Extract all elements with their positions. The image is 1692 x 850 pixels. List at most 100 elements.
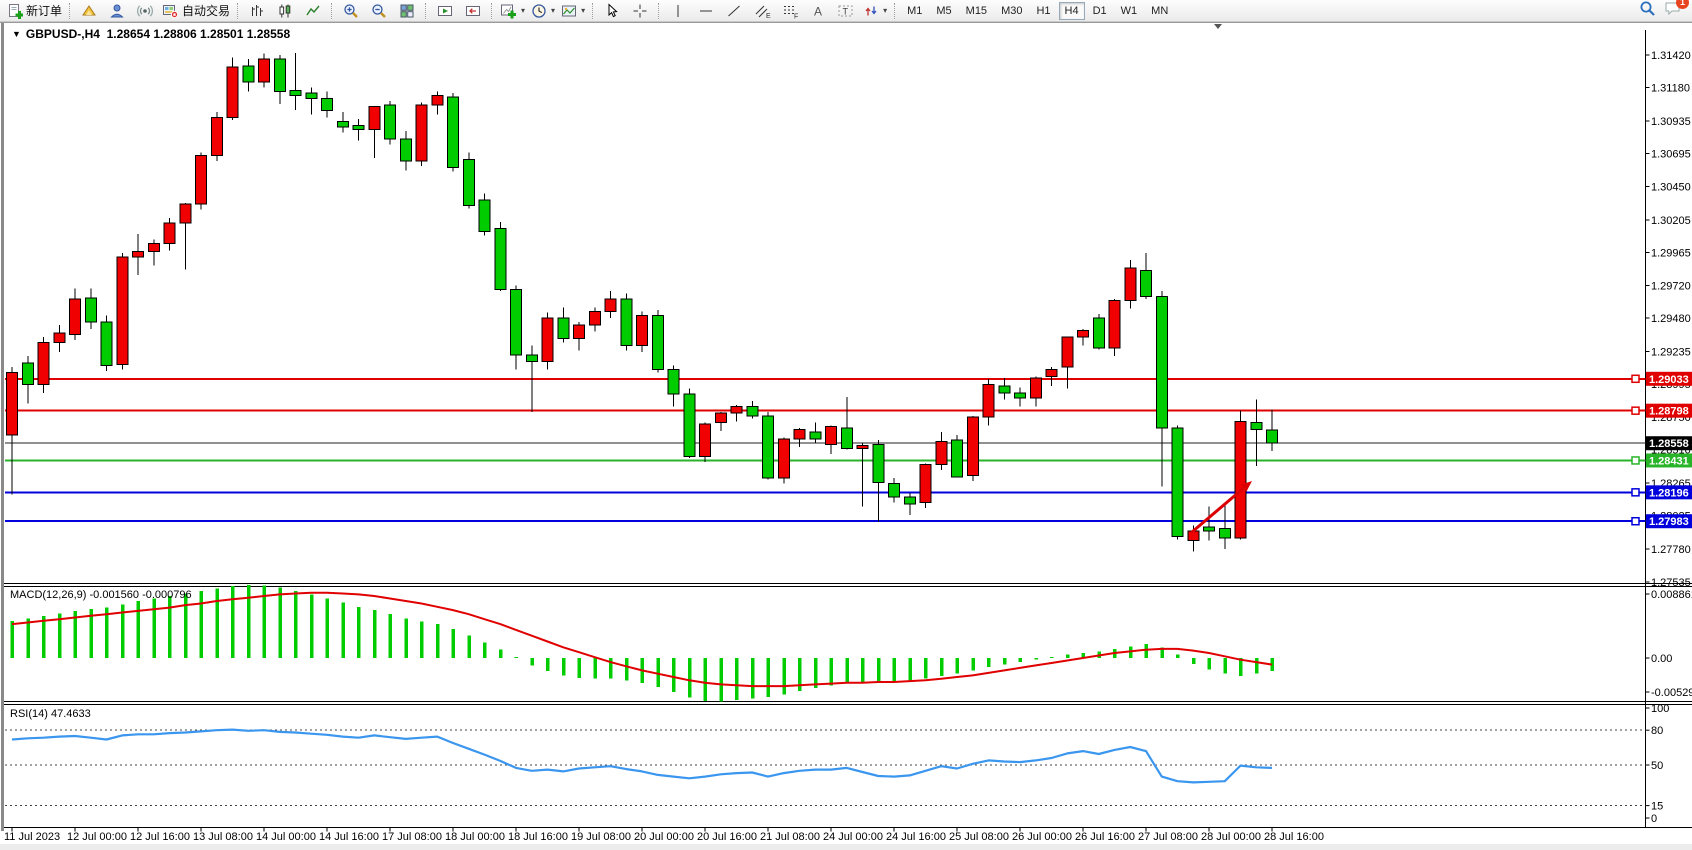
horizontal-level-line[interactable]: [5, 456, 1646, 465]
shift-marker-icon[interactable]: [1214, 24, 1222, 29]
horizontal-level-line[interactable]: [5, 406, 1646, 415]
zoom-in-button[interactable]: [337, 0, 365, 22]
svg-text:100: 100: [1651, 703, 1669, 715]
svg-text:12 Jul 00:00: 12 Jul 00:00: [67, 831, 127, 843]
timeframe-button-D1[interactable]: D1: [1092, 4, 1107, 17]
timeframe-button-M1[interactable]: M1: [907, 4, 923, 17]
candle: [651, 314, 664, 371]
horizontal-level-line[interactable]: [5, 488, 1646, 497]
chevron-down-icon[interactable]: ▾: [883, 6, 888, 15]
rsi-line: [11, 728, 1273, 784]
svg-text:1.27535: 1.27535: [1651, 577, 1691, 589]
candle: [1250, 422, 1263, 430]
chevron-down-icon[interactable]: ▾: [521, 6, 526, 15]
horizontal-level-line[interactable]: [5, 374, 1646, 384]
equidistant-channel-icon: E: [754, 3, 771, 19]
candle: [447, 96, 459, 169]
cursor-button[interactable]: [598, 0, 626, 22]
templates-button[interactable]: ▾: [558, 0, 588, 22]
timeframe-button-M30[interactable]: M30: [1001, 4, 1023, 17]
timeframe-button-W1[interactable]: W1: [1120, 4, 1138, 17]
notifications-button[interactable]: 1: [1664, 0, 1689, 21]
timeframe-button-H1[interactable]: H1: [1036, 4, 1051, 17]
symbol-dropdown-icon[interactable]: ▼: [12, 29, 21, 39]
candle: [604, 298, 617, 312]
svg-text:1.29965: 1.29965: [1651, 247, 1691, 259]
svg-text:1.31420: 1.31420: [1651, 50, 1691, 62]
signals-button[interactable]: [131, 0, 159, 22]
horizontal-level-line[interactable]: [5, 516, 1646, 526]
svg-text:15: 15: [1651, 801, 1663, 813]
arrows-tool-button[interactable]: ▾: [860, 0, 890, 22]
zoom-out-button[interactable]: [365, 0, 393, 22]
candle: [541, 317, 554, 363]
candle: [557, 317, 570, 340]
vertical-line-tool-button[interactable]: [664, 0, 692, 22]
candle: [1218, 527, 1231, 539]
svg-text:19 Jul 08:00: 19 Jul 08:00: [571, 831, 631, 843]
profile-button[interactable]: [103, 0, 131, 22]
candle: [6, 371, 18, 436]
svg-text:13 Jul 08:00: 13 Jul 08:00: [193, 831, 253, 843]
trend-arrow-annotation[interactable]: [1191, 481, 1252, 534]
crosshair-icon: [632, 3, 648, 19]
person-icon: [109, 3, 125, 19]
svg-text:1.29235: 1.29235: [1651, 346, 1691, 358]
auto-scroll-button[interactable]: [431, 0, 459, 22]
rsi-value: 47.4633: [50, 708, 91, 720]
candle: [242, 65, 255, 83]
svg-text:1.30450: 1.30450: [1651, 182, 1691, 194]
timeframe-button-MN[interactable]: MN: [1151, 4, 1169, 17]
candle: [163, 222, 176, 245]
chart-window-title[interactable]: ▼ GBPUSD-,H4 1.28654 1.28806 1.28501 1.28…: [12, 27, 290, 41]
chart-shift-button[interactable]: [459, 0, 487, 22]
tile-windows-button[interactable]: [393, 0, 421, 22]
indicators-icon: [500, 3, 517, 19]
bar-chart-button[interactable]: [243, 0, 271, 22]
svg-text:26 Jul 16:00: 26 Jul 16:00: [1075, 831, 1135, 843]
timeframe-button-M15[interactable]: M15: [965, 4, 988, 17]
candle: [494, 228, 507, 291]
toolbar-separator: [425, 2, 427, 19]
window-bottom-strip: [0, 844, 1692, 850]
timeframe-toolbar: M1 M5 M15 M30 H1 H4 D1 W1 MN: [900, 1, 1175, 20]
candle: [699, 423, 711, 458]
candle: [998, 385, 1011, 394]
trendline-tool-button[interactable]: [720, 0, 748, 22]
candle: [636, 314, 648, 346]
svg-text:E: E: [766, 13, 771, 19]
line-chart-button[interactable]: [299, 0, 327, 22]
level-price-tag: 1.27983: [1646, 514, 1692, 529]
level-price-tag: 1.29033: [1646, 371, 1692, 386]
candlestick-icon: [277, 3, 293, 19]
candle: [667, 369, 680, 395]
fibonacci-tool-button[interactable]: F: [776, 0, 804, 22]
crosshair-button[interactable]: [626, 0, 654, 22]
candle: [195, 154, 207, 205]
chevron-down-icon[interactable]: ▾: [551, 6, 556, 15]
candle: [1234, 420, 1247, 539]
indicators-button[interactable]: ▾: [497, 0, 528, 22]
new-order-button[interactable]: 新订单: [4, 0, 65, 22]
candle: [525, 354, 538, 363]
timeframe-button-M5[interactable]: M5: [936, 4, 952, 17]
new-order-icon: [7, 3, 23, 19]
chart-canvas[interactable]: 1.31420 1.31180 1.30935 1.30695 1.30450 1.302…: [0, 22, 1692, 850]
label-tool-button[interactable]: T: [832, 0, 860, 22]
zoom-in-icon: [343, 3, 359, 19]
channel-tool-button[interactable]: E: [748, 0, 776, 22]
candle: [305, 92, 318, 99]
candlestick-chart-button[interactable]: [271, 0, 299, 22]
text-tool-button[interactable]: A: [804, 0, 832, 22]
chevron-down-icon[interactable]: ▾: [581, 6, 586, 15]
autotrading-button[interactable]: 自动交易: [159, 0, 233, 22]
search-icon[interactable]: [1639, 0, 1656, 22]
svg-text:0: 0: [1651, 813, 1657, 825]
horizontal-line-tool-button[interactable]: [692, 0, 720, 22]
svg-text:1.27780: 1.27780: [1651, 544, 1691, 556]
timeframe-button-H4[interactable]: H4: [1058, 1, 1085, 20]
metaeditor-button[interactable]: [75, 0, 103, 22]
periods-button[interactable]: ▾: [528, 0, 558, 22]
svg-text:27 Jul 08:00: 27 Jul 08:00: [1138, 831, 1198, 843]
candle: [1203, 526, 1215, 532]
